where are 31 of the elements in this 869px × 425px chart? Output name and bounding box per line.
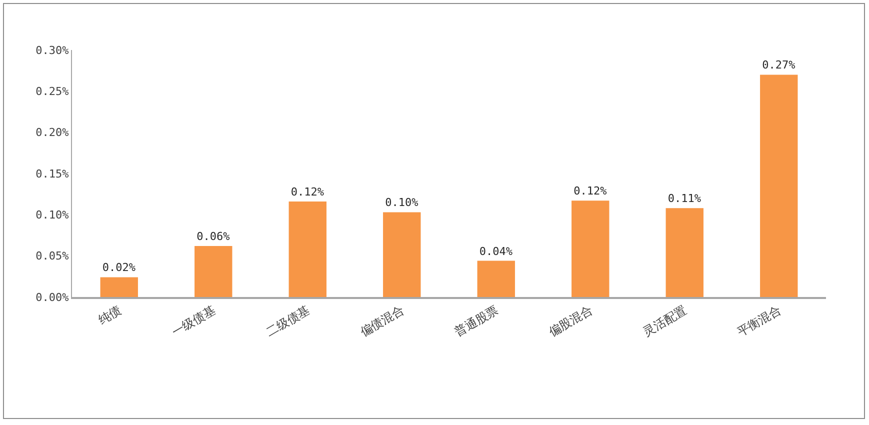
y-tick-label: 0.00% [36,290,70,304]
y-tick-label: 0.05% [36,250,70,263]
x-tick-label: 二级债基 [264,303,312,340]
x-tick-label: 平衡混合 [734,303,784,340]
data-label: 0.27% [762,58,796,72]
x-tick-label: 偏股混合 [546,303,595,340]
data-label: 0.02% [102,261,136,274]
x-tick-label: 一级债基 [169,303,218,340]
data-label: 0.04% [479,244,513,258]
x-tick-label: 偏债混合 [358,303,406,340]
bar [760,74,798,297]
data-label: 0.06% [196,230,230,243]
bar [666,208,704,297]
data-label: 0.12% [290,185,324,198]
y-tick-label: 0.10% [36,208,70,222]
bar [572,200,610,297]
bar [194,246,232,297]
y-tick-label: 0.20% [36,126,70,140]
y-tick-label: 0.30% [36,44,70,57]
bar [383,212,421,297]
x-tick-label: 普通股票 [452,303,501,340]
bar [477,260,515,297]
y-tick-label: 0.25% [36,85,70,98]
data-label: 0.10% [385,196,419,210]
bar [288,201,326,297]
bar [100,277,138,297]
data-label: 0.11% [668,192,702,206]
x-tick-label: 灵活配置 [640,303,690,340]
x-tick-label: 纯债 [96,303,124,328]
data-label: 0.12% [574,184,608,198]
y-tick-label: 0.15% [36,167,70,180]
